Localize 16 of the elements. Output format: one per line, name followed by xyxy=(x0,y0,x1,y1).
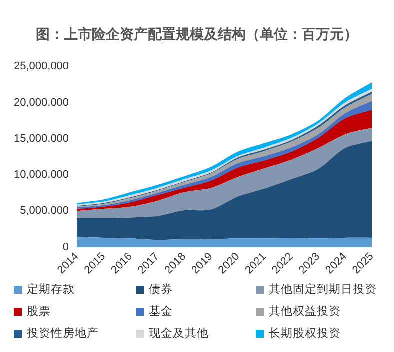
legend-label: 股票 xyxy=(27,304,51,319)
legend-label: 定期存款 xyxy=(27,282,75,297)
legend-label: 长期股权投资 xyxy=(269,326,341,341)
legend-label: 债券 xyxy=(149,282,173,297)
legend-label: 其他固定到期日投资 xyxy=(269,282,377,297)
legend-label: 投资性房地产 xyxy=(27,326,99,341)
y-tick-label: 0 xyxy=(62,241,70,254)
y-tick-label: 20,000,000 xyxy=(14,96,70,109)
y-tick-label: 5,000,000 xyxy=(20,205,70,218)
y-tick-label: 10,000,000 xyxy=(14,169,70,182)
legend-label: 基金 xyxy=(149,304,173,319)
legend-label: 现金及其他 xyxy=(149,326,209,341)
legend-label: 其他权益投资 xyxy=(269,304,341,319)
y-tick-label: 25,000,000 xyxy=(14,60,70,73)
y-tick-label: 15,000,000 xyxy=(14,132,70,145)
chart-title: 图：上市险企资产配置规模及结构（单位：百万元） xyxy=(35,26,359,44)
